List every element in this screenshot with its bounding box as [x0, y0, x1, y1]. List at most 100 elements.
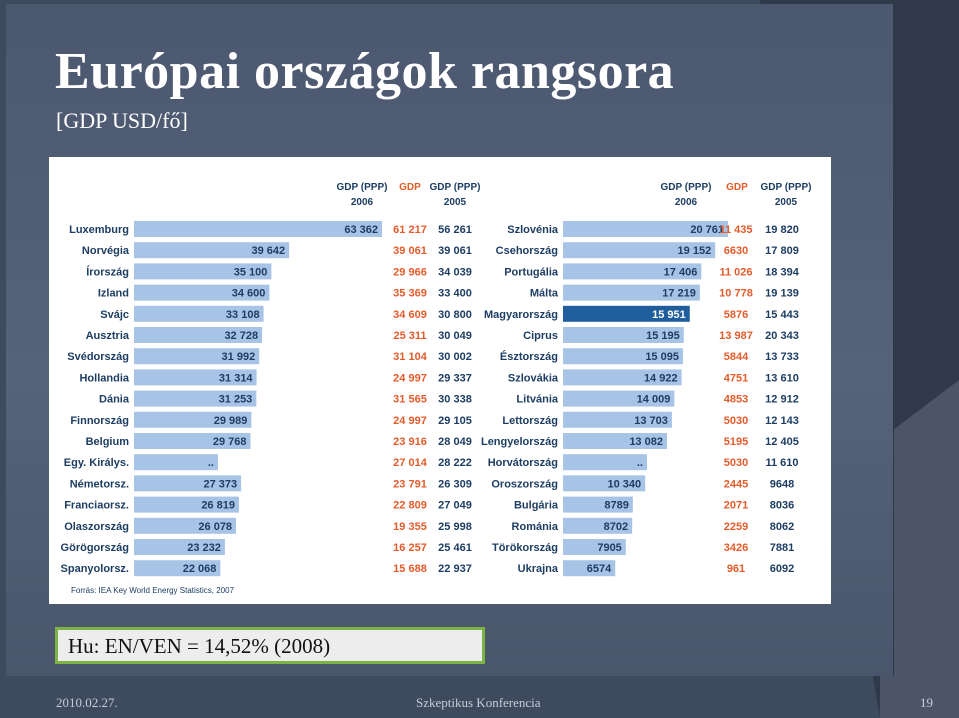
bar-belgium — [134, 433, 251, 449]
value-gdp-ppp-2005: 6092 — [770, 563, 794, 575]
value-gdp-ppp-2006: 31 314 — [219, 372, 254, 384]
value-gdp: 2445 — [724, 478, 748, 490]
country-label: Spanyolorsz. — [61, 563, 129, 575]
value-gdp: 5876 — [724, 309, 748, 321]
value-gdp-ppp-2006: 20 761 — [690, 224, 724, 236]
bar--sztorsz-g — [563, 348, 683, 365]
value-gdp-ppp-2005: 17 809 — [765, 245, 799, 257]
value-gdp-ppp-2005: 28 222 — [438, 457, 472, 469]
country-label: Románia — [512, 521, 559, 533]
country-label: Görögország — [61, 542, 129, 554]
value-gdp: 19 355 — [393, 521, 427, 533]
value-gdp-ppp-2005: 13 733 — [765, 351, 799, 363]
value-gdp: 5195 — [724, 436, 748, 448]
value-gdp-ppp-2005: 9648 — [770, 478, 794, 490]
value-gdp-ppp-2006: 31 253 — [219, 394, 253, 406]
value-gdp-ppp-2006: 23 232 — [187, 542, 221, 554]
value-gdp-ppp-2005: 29 337 — [438, 372, 472, 384]
value-gdp-ppp-2005: 28 049 — [438, 436, 472, 448]
value-gdp-ppp-2006: 31 992 — [222, 351, 256, 363]
value-gdp: 10 778 — [719, 288, 753, 300]
value-gdp-ppp-2005: 29 105 — [438, 415, 472, 427]
value-gdp: 23 916 — [393, 436, 427, 448]
value-gdp-ppp-2005: 30 338 — [438, 394, 472, 406]
country-label: Németorsz. — [70, 478, 129, 490]
value-gdp-ppp-2006: 7905 — [597, 542, 621, 554]
value-gdp: 22 809 — [393, 500, 427, 512]
value-gdp: 31 104 — [393, 351, 428, 363]
slide-subtitle: [GDP USD/fő] — [56, 108, 188, 133]
country-label: Észtország — [500, 350, 558, 363]
value-gdp-ppp-2005: 27 049 — [438, 500, 472, 512]
value-gdp: 3426 — [724, 542, 748, 554]
bar-egy-kir-lys- — [134, 454, 218, 471]
value-gdp: 6630 — [724, 245, 748, 257]
bar-portug-lia — [563, 263, 702, 280]
country-label: Hollandia — [79, 372, 129, 384]
value-gdp-ppp-2006: 17 406 — [664, 266, 698, 278]
bar-sv-jc — [134, 305, 264, 322]
country-label: Portugália — [504, 266, 559, 278]
country-label: Olaszország — [64, 521, 129, 533]
value-gdp: 25 311 — [393, 330, 426, 342]
value-gdp: 24 997 — [393, 415, 427, 427]
column-header-gdp: GDP — [399, 182, 421, 193]
bar-oroszorsz-g — [563, 475, 646, 492]
bar-litv-nia — [563, 390, 675, 407]
value-gdp: 16 257 — [393, 542, 427, 554]
bar-szlov-nia — [563, 221, 728, 237]
country-label: Magyarország — [484, 309, 558, 321]
value-gdp-ppp-2006: 26 078 — [198, 521, 232, 533]
country-label: Lengyelország — [481, 436, 558, 448]
value-gdp-ppp-2006: 19 152 — [678, 245, 712, 257]
country-label: Finnország — [70, 415, 129, 427]
value-gdp-ppp-2005: 25 461 — [438, 542, 472, 554]
gdp-ranking-chart: GDP (PPP) 2006 GDP GDP (PPP) 2005 Luxemburg 63… — [61, 182, 812, 595]
value-gdp: 23 791 — [393, 478, 427, 490]
footer-title: Szkeptikus Konferencia — [416, 695, 541, 710]
country-label: Szlovénia — [507, 224, 559, 236]
value-gdp-ppp-2006: 8789 — [604, 500, 628, 512]
country-label: Horvátország — [488, 457, 558, 469]
country-label: Ciprus — [523, 330, 558, 342]
value-gdp-ppp-2005: 34 039 — [438, 266, 472, 278]
bar-csehorsz-g — [563, 242, 716, 259]
value-gdp: 13 987 — [719, 330, 753, 342]
value-gdp-ppp-2006: 39 642 — [252, 245, 286, 257]
country-label: Írország — [86, 265, 129, 278]
value-gdp-ppp-2006: 8702 — [604, 521, 628, 533]
value-gdp-ppp-2006: 15 195 — [646, 330, 680, 342]
decor-right-facet — [880, 380, 959, 718]
value-gdp: 5030 — [724, 415, 748, 427]
value-gdp: 11 026 — [719, 266, 752, 278]
column-header-year-2006: 2006 — [351, 197, 374, 208]
value-gdp: 15 688 — [393, 563, 427, 575]
value-gdp-ppp-2005: 11 610 — [765, 457, 798, 469]
bar-horv-torsz-g — [563, 454, 647, 471]
column-header-gdp: GDP — [726, 182, 748, 193]
value-gdp: 11 435 — [719, 224, 752, 236]
value-gdp-ppp-2006: 14 009 — [637, 394, 671, 406]
value-gdp-ppp-2005: 56 261 — [438, 224, 472, 236]
bar-finnorsz-g — [134, 411, 252, 428]
column-header-gdp-ppp-2006: GDP (PPP) — [337, 182, 388, 193]
value-gdp: 27 014 — [393, 457, 428, 469]
bar-ciprus — [563, 327, 684, 343]
value-gdp: 4853 — [724, 394, 748, 406]
value-gdp-ppp-2006: 10 340 — [608, 478, 642, 490]
value-gdp-ppp-2006: 15 951 — [652, 309, 686, 321]
value-gdp: 29 966 — [393, 266, 427, 278]
country-label: Belgium — [86, 436, 130, 448]
bar--rorsz-g — [134, 263, 272, 280]
chart-source: Forrás: IEA Key World Energy Statistics,… — [71, 586, 235, 595]
bar-lettorsz-g — [563, 411, 672, 428]
value-gdp-ppp-2006: 13 703 — [634, 415, 668, 427]
value-gdp-ppp-2005: 18 394 — [765, 266, 800, 278]
bar-g-r-gorsz-g — [134, 539, 225, 555]
bar-franciaorsz- — [134, 496, 239, 513]
country-label: Litvánia — [516, 394, 558, 406]
value-gdp-ppp-2006: 35 100 — [234, 266, 268, 278]
bar-olaszorsz-g — [134, 517, 237, 534]
country-label: Franciaorsz. — [64, 500, 129, 512]
country-label: Dánia — [99, 394, 130, 406]
